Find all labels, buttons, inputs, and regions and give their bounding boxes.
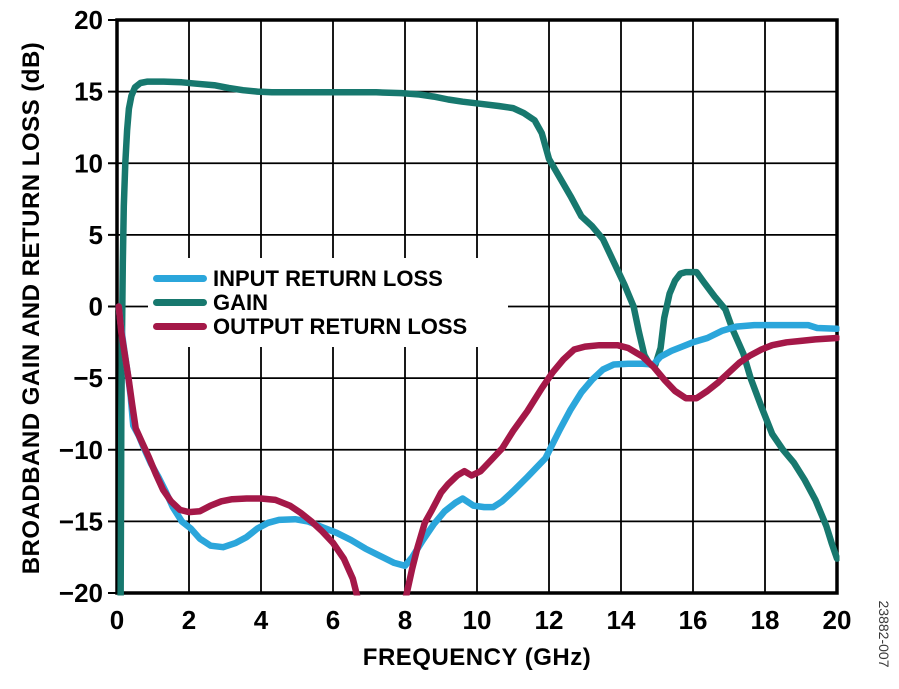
legend-label: GAIN bbox=[213, 289, 268, 315]
x-tick-label: 2 bbox=[182, 605, 196, 635]
y-axis-title: BROADBAND GAIN AND RETURN LOSS (dB) bbox=[18, 41, 45, 575]
y-tick-label: 20 bbox=[74, 5, 103, 35]
series-line-output-return-loss bbox=[115, 303, 840, 596]
legend-item-output-return-loss: OUTPUT RETURN LOSS bbox=[148, 313, 508, 339]
legend: INPUT RETURN LOSS GAIN OUTPUT RETURN LOS… bbox=[148, 258, 508, 347]
x-tick-labels: 0 2 4 6 8 10 12 14 16 18 20 bbox=[110, 605, 852, 635]
legend-item-input-return-loss: INPUT RETURN LOSS bbox=[148, 265, 508, 291]
y-tick-label: 5 bbox=[89, 220, 103, 250]
legend-item-gain: GAIN bbox=[148, 289, 508, 315]
y-tick-label: −10 bbox=[59, 435, 103, 465]
y-tick-labels: 20 15 10 5 0 −5 −10 −15 −20 bbox=[59, 5, 103, 608]
series-lines bbox=[115, 78, 840, 596]
y-tick-label: 0 bbox=[89, 292, 103, 322]
y-tick-label: 10 bbox=[74, 148, 103, 178]
legend-swatch-line-icon bbox=[153, 299, 207, 306]
x-tick-label: 18 bbox=[751, 605, 780, 635]
x-tick-label: 6 bbox=[326, 605, 340, 635]
legend-label: INPUT RETURN LOSS bbox=[213, 265, 443, 291]
x-tick-label: 0 bbox=[110, 605, 124, 635]
x-axis-title: FREQUENCY (GHz) bbox=[362, 644, 592, 671]
y-tick-label: −5 bbox=[73, 363, 103, 393]
x-tick-label: 4 bbox=[254, 605, 269, 635]
legend-swatch-line-icon bbox=[153, 275, 207, 282]
legend-swatch-line-icon bbox=[153, 323, 207, 330]
series-line-gain bbox=[117, 78, 840, 596]
y-tick-label: −15 bbox=[59, 506, 103, 536]
legend-label: OUTPUT RETURN LOSS bbox=[213, 313, 468, 339]
x-tick-label: 8 bbox=[398, 605, 412, 635]
y-tick-label: −20 bbox=[59, 578, 103, 608]
x-tick-label: 16 bbox=[679, 605, 708, 635]
y-tick-label: 15 bbox=[74, 77, 103, 107]
x-tick-label: 14 bbox=[607, 605, 636, 635]
x-tick-label: 12 bbox=[535, 605, 564, 635]
figure-number-watermark: 23882-007 bbox=[876, 600, 892, 668]
x-tick-label: 20 bbox=[823, 605, 852, 635]
x-tick-label: 10 bbox=[463, 605, 492, 635]
